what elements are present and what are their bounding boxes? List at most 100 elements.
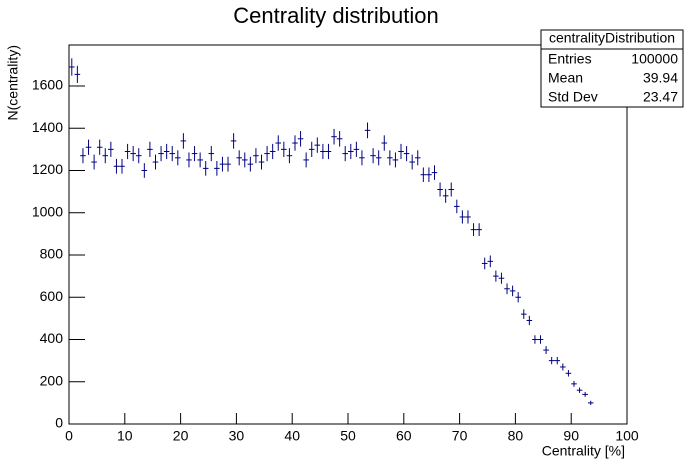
bin-marker bbox=[420, 167, 427, 182]
bin-marker bbox=[498, 272, 505, 284]
bin-marker bbox=[219, 156, 226, 172]
bin-marker bbox=[236, 150, 242, 166]
bin-marker bbox=[292, 135, 298, 151]
bin-marker bbox=[230, 133, 237, 149]
bin-marker bbox=[504, 283, 510, 295]
bin-marker bbox=[336, 131, 343, 147]
bin-marker bbox=[308, 141, 315, 157]
bin-marker bbox=[297, 131, 304, 147]
bin-marker bbox=[409, 154, 415, 170]
bin-marker bbox=[214, 161, 220, 176]
bin-marker bbox=[158, 146, 164, 162]
bin-marker bbox=[91, 154, 97, 170]
bin-marker bbox=[202, 161, 209, 176]
bin-marker bbox=[85, 139, 92, 155]
y-tick-label: 800 bbox=[40, 246, 64, 262]
bin-marker bbox=[286, 148, 293, 164]
y-tick-label: 600 bbox=[40, 288, 64, 304]
bin-marker bbox=[331, 128, 337, 145]
bin-marker bbox=[476, 223, 482, 237]
x-tick-label: 40 bbox=[284, 428, 300, 444]
bin-marker bbox=[247, 156, 254, 172]
bin-marker bbox=[548, 356, 555, 365]
bin-marker bbox=[370, 148, 376, 164]
bin-marker bbox=[281, 141, 287, 157]
bin-marker bbox=[197, 152, 203, 168]
x-tick-label: 0 bbox=[65, 428, 73, 444]
bin-marker bbox=[74, 65, 81, 83]
bin-marker bbox=[225, 156, 231, 172]
bin-marker bbox=[141, 163, 148, 178]
bin-marker bbox=[442, 188, 449, 203]
bin-marker bbox=[375, 150, 382, 166]
x-tick-label: 90 bbox=[563, 428, 579, 444]
bin-marker bbox=[208, 146, 215, 162]
bin-marker bbox=[269, 143, 276, 160]
bin-marker bbox=[175, 150, 181, 166]
bin-marker bbox=[191, 146, 198, 162]
bin-marker bbox=[353, 141, 360, 157]
bin-marker bbox=[414, 150, 421, 166]
bin-marker bbox=[560, 363, 566, 371]
bin-marker bbox=[437, 182, 443, 197]
y-tick-label: 400 bbox=[40, 330, 64, 346]
bin-marker bbox=[303, 152, 309, 168]
stats-label: Std Dev bbox=[548, 89, 598, 105]
x-tick-label: 100 bbox=[615, 428, 639, 444]
bin-marker bbox=[532, 335, 538, 344]
bin-marker bbox=[186, 152, 192, 168]
stats-title: centralityDistribution bbox=[549, 30, 675, 46]
bin-marker bbox=[108, 141, 114, 157]
y-axis-label: N(centrality) bbox=[5, 45, 21, 120]
bin-marker bbox=[130, 146, 136, 162]
bin-marker bbox=[426, 167, 432, 182]
bin-marker bbox=[264, 146, 270, 162]
bin-marker bbox=[493, 270, 499, 282]
bin-marker bbox=[69, 58, 75, 76]
bin-marker bbox=[470, 223, 477, 237]
bin-marker bbox=[481, 257, 488, 270]
bin-marker bbox=[487, 255, 494, 268]
bin-marker bbox=[241, 152, 248, 168]
bin-marker bbox=[520, 309, 527, 319]
x-tick-label: 60 bbox=[396, 428, 412, 444]
bin-marker bbox=[314, 137, 321, 153]
bin-marker bbox=[180, 133, 187, 149]
bin-marker bbox=[403, 146, 410, 162]
stats-value: 100000 bbox=[631, 51, 678, 67]
bin-marker bbox=[515, 292, 521, 303]
bin-marker bbox=[113, 158, 120, 174]
bin-marker bbox=[537, 335, 544, 344]
bin-marker bbox=[102, 148, 109, 164]
bin-marker bbox=[526, 315, 533, 326]
bin-marker bbox=[80, 148, 86, 164]
bin-marker bbox=[359, 150, 365, 166]
bin-marker bbox=[275, 135, 282, 151]
bin-marker bbox=[509, 285, 516, 297]
stats-label: Entries bbox=[548, 51, 592, 67]
x-tick-label: 10 bbox=[117, 428, 133, 444]
bin-marker bbox=[258, 154, 265, 170]
bin-marker bbox=[459, 210, 466, 224]
bin-marker bbox=[147, 141, 153, 157]
bin-marker bbox=[387, 150, 393, 166]
bin-marker bbox=[119, 158, 125, 174]
y-tick-label: 0 bbox=[55, 415, 63, 431]
x-tick-label: 70 bbox=[452, 428, 468, 444]
stats-box bbox=[540, 29, 684, 108]
y-tick-label: 1600 bbox=[32, 77, 63, 93]
bin-marker bbox=[325, 143, 332, 160]
x-tick-label: 30 bbox=[229, 428, 245, 444]
bin-marker bbox=[348, 143, 354, 160]
bin-marker bbox=[554, 356, 561, 365]
bin-marker bbox=[320, 143, 326, 160]
x-tick-label: 80 bbox=[508, 428, 524, 444]
bin-marker bbox=[454, 199, 460, 214]
bin-marker bbox=[587, 400, 594, 405]
bin-marker bbox=[431, 165, 438, 180]
y-tick-label: 200 bbox=[40, 372, 64, 388]
bin-marker bbox=[96, 139, 103, 155]
x-tick-label: 50 bbox=[340, 428, 356, 444]
chart-title: Centrality distribution bbox=[233, 3, 438, 28]
